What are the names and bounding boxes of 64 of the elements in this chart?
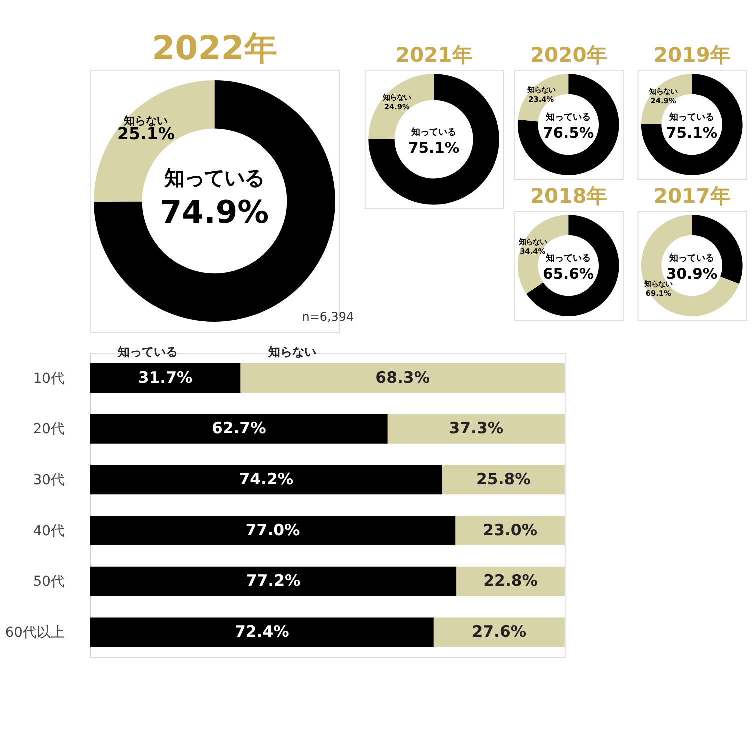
data-label: 27.6%	[472, 622, 527, 642]
data-label: 37.3%	[449, 418, 504, 438]
data-label: 23.4%	[528, 95, 555, 104]
text: n=6,394	[302, 310, 354, 324]
y-tick-label: 20代	[33, 422, 65, 438]
data-label: 25.8%	[476, 470, 532, 489]
donut-slice	[641, 215, 740, 316]
bar	[456, 516, 565, 546]
slice-label: 知らない	[123, 114, 168, 128]
slice-label: 知らない	[526, 85, 556, 94]
data-label: 68.3%	[376, 368, 430, 387]
chart-title: 2022年	[152, 28, 278, 68]
data-label: 77.0%	[246, 520, 300, 540]
data-label: 74.9%	[160, 194, 270, 231]
series-label: 知らない	[267, 345, 316, 360]
data-label: 74.2%	[239, 470, 294, 489]
bar	[434, 618, 565, 648]
y-tick-label: 30代	[33, 472, 65, 489]
slice-label: 知らない	[382, 93, 412, 102]
chart-title: 2019年	[654, 43, 730, 68]
slice-label: 知っている	[545, 253, 592, 264]
data-label: 24.9%	[650, 96, 677, 106]
data-label: 31.7%	[138, 368, 194, 387]
data-label: 75.1%	[408, 140, 460, 157]
data-label: 22.8%	[484, 571, 538, 590]
data-label: 23.0%	[483, 520, 538, 540]
bar	[90, 516, 456, 546]
chart-title: 2017年	[654, 184, 730, 208]
donut-slice	[368, 74, 500, 205]
bar	[90, 465, 442, 495]
chart-title: 2018年	[530, 184, 607, 208]
y-tick-label: 50代	[33, 574, 65, 590]
donut-slice	[641, 74, 743, 176]
bar	[442, 465, 565, 495]
bar	[456, 566, 565, 596]
data-label: 65.6%	[543, 266, 594, 284]
bar	[90, 618, 434, 648]
chart-title: 2020年	[530, 43, 607, 68]
y-tick-label: 10代	[33, 370, 65, 387]
y-tick-label: 40代	[33, 523, 65, 540]
bar	[240, 363, 565, 393]
data-label: 24.9%	[384, 102, 411, 112]
bar	[90, 566, 457, 596]
bar	[388, 414, 565, 444]
data-label: 72.4%	[234, 622, 290, 642]
donut-slice	[518, 74, 620, 176]
data-label: 34.4%	[520, 247, 546, 256]
data-label: 62.7%	[212, 418, 267, 438]
series-label: 知っている	[116, 345, 178, 360]
slice-label: 知っている	[410, 126, 457, 138]
data-label: 76.5%	[543, 125, 594, 142]
data-label: 69.1%	[646, 289, 672, 298]
bar	[90, 363, 241, 393]
chart-title: 2021年	[396, 43, 472, 68]
bar	[90, 414, 388, 444]
y-tick-label: 60代以上	[5, 625, 65, 642]
data-label: 77.2%	[246, 571, 301, 590]
slice-label: 知らない	[648, 86, 678, 96]
data-label: 75.1%	[666, 125, 718, 142]
slice-label: 知らない	[518, 237, 547, 246]
slice-label: 知っている	[545, 112, 592, 124]
slice-label: 知っている	[668, 112, 715, 124]
slice-label: 知っている	[668, 253, 715, 264]
slice-label: 知っている	[164, 166, 265, 190]
